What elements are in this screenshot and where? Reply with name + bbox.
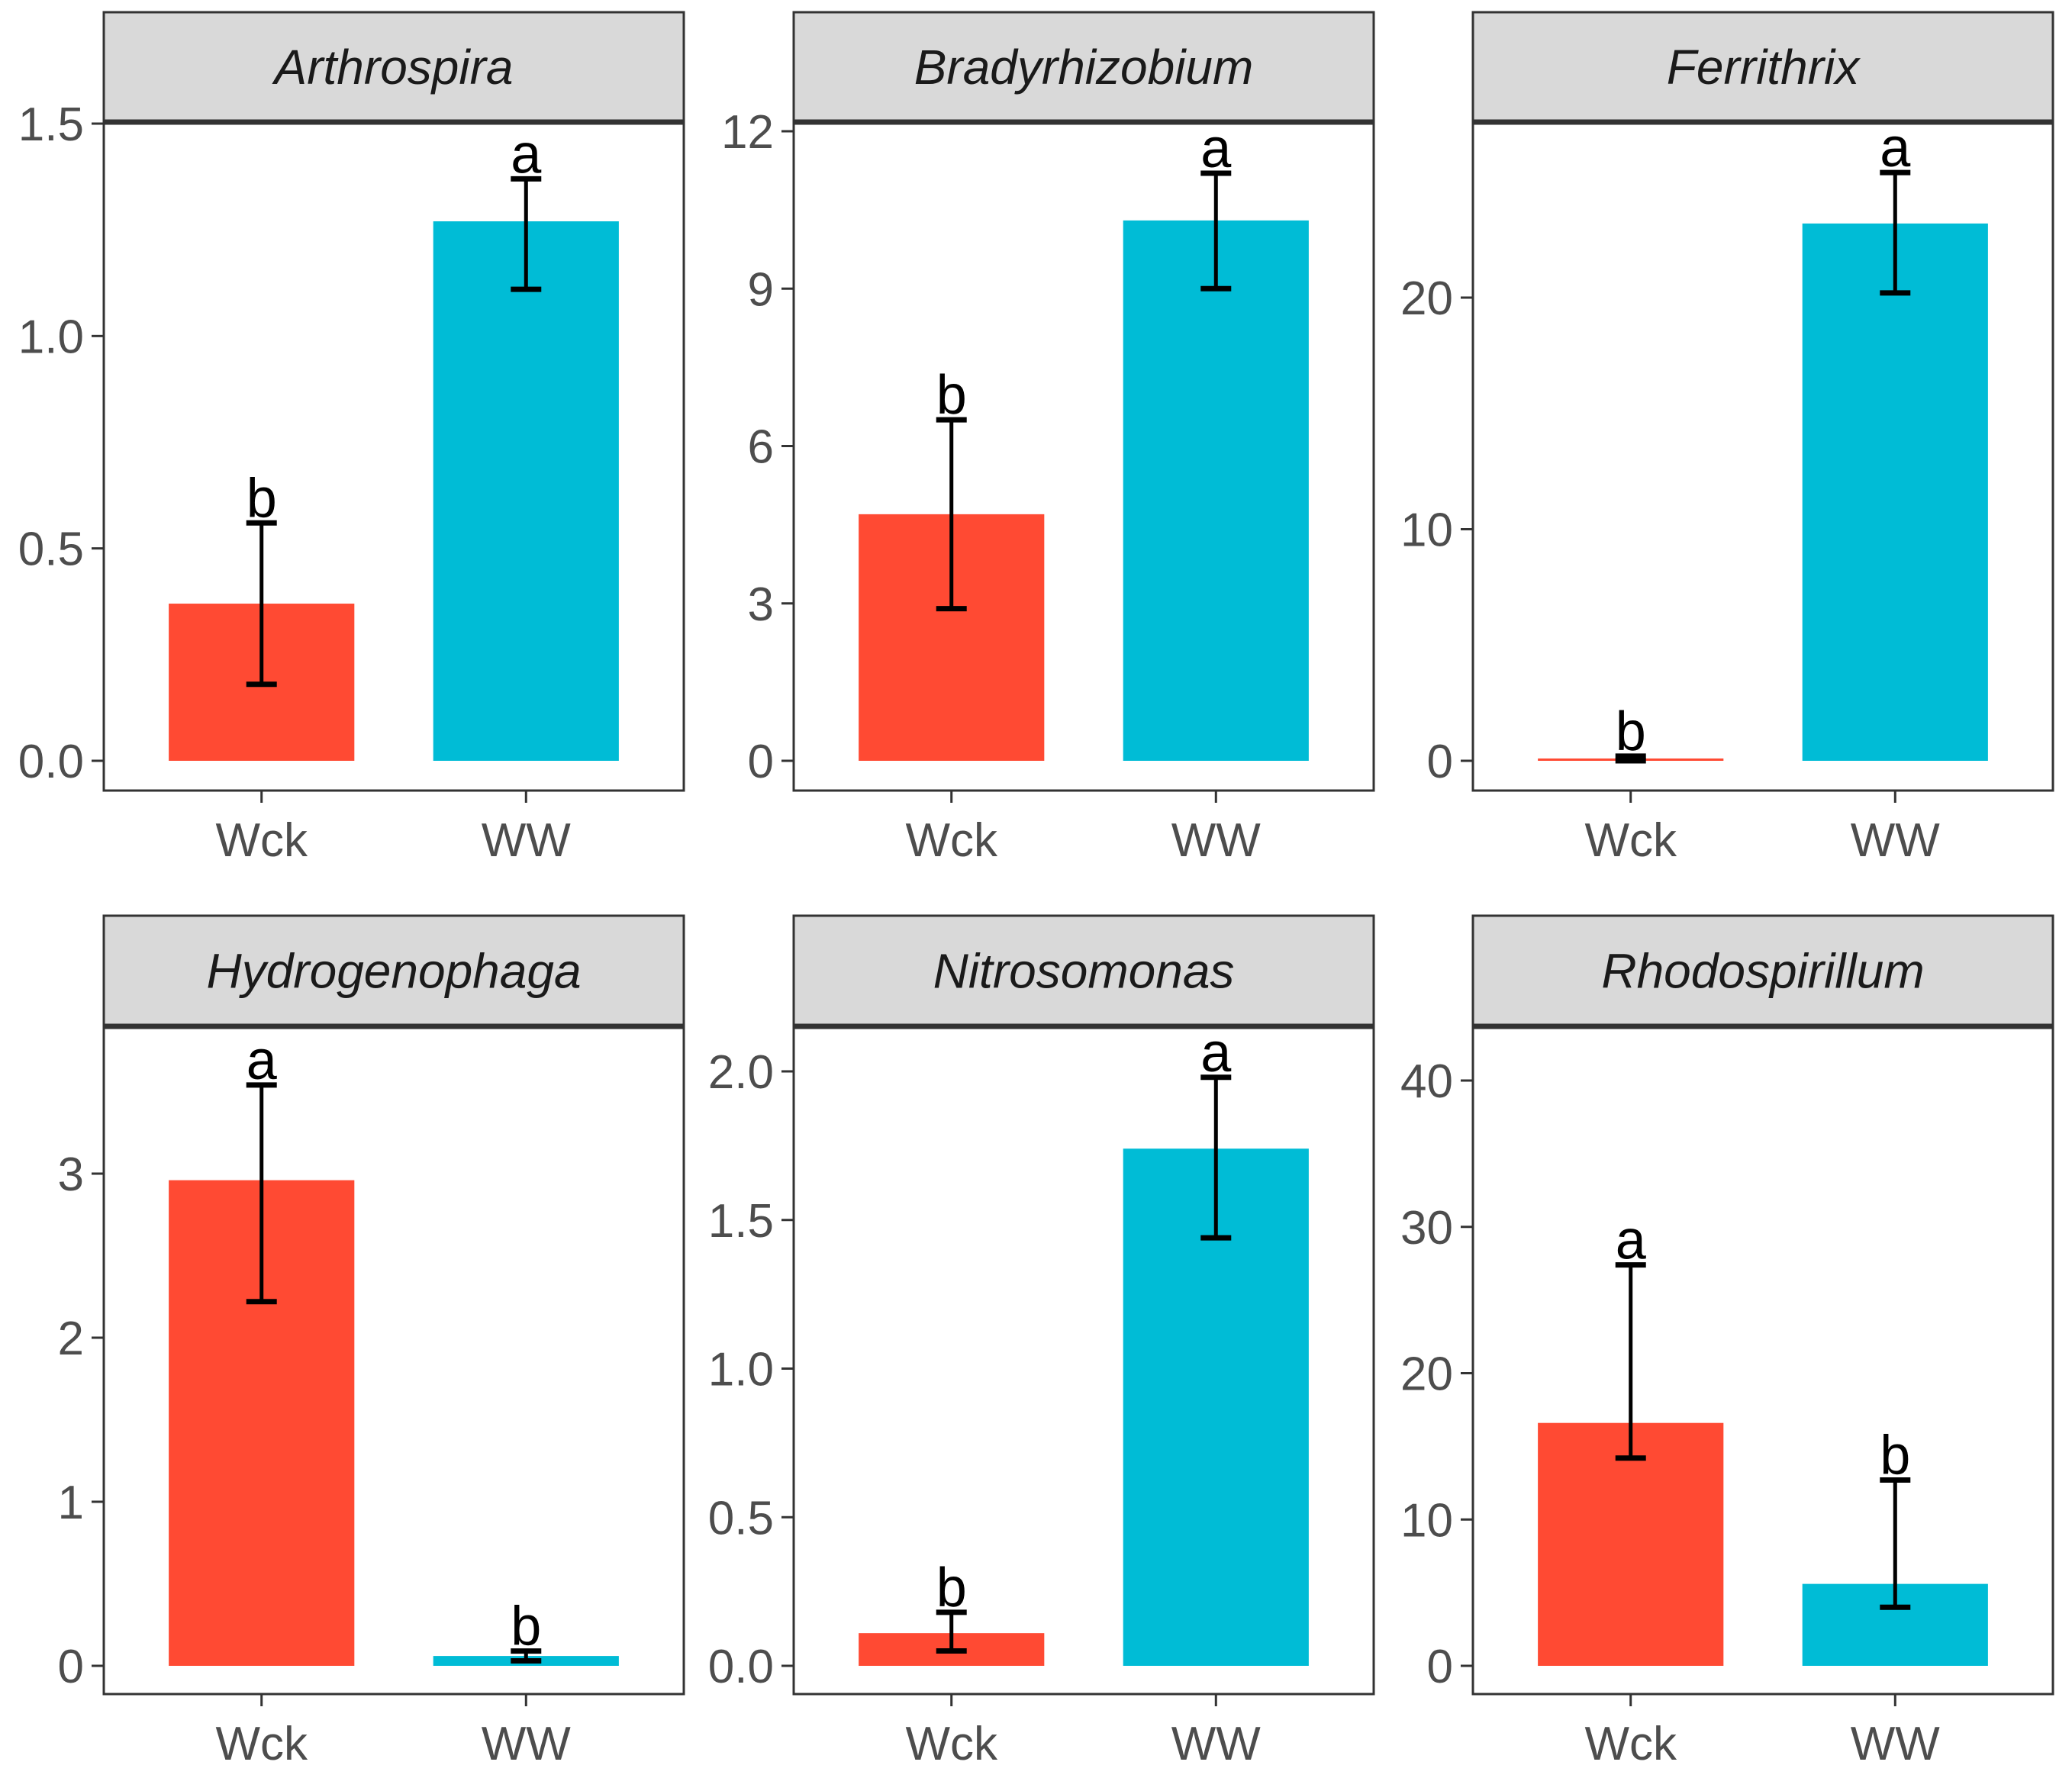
significance-label: b (511, 1596, 541, 1657)
y-tick-label: 12 (721, 106, 774, 159)
x-tick-label: WW (1851, 1718, 1941, 1770)
y-tick-label: 10 (1400, 1494, 1453, 1547)
y-tick-label: 2 (58, 1313, 84, 1365)
y-tick-label: 20 (1400, 1348, 1453, 1401)
x-tick-label: Wck (215, 814, 308, 867)
y-tick-label: 40 (1400, 1055, 1453, 1108)
significance-label: b (247, 468, 277, 529)
significance-label: a (1880, 118, 1911, 179)
panel-bradyrhizobium: Bradyrhizobium 0 3 6 9 12 b Wck a WW (721, 11, 1375, 867)
y-tick-label: 0 (1427, 1641, 1453, 1693)
significance-label: a (1616, 1210, 1647, 1271)
y-tick-label: 0.0 (708, 1641, 774, 1693)
y-tick-label: 20 (1400, 272, 1453, 325)
x-tick-label: WW (1171, 814, 1262, 867)
x-tick-label: WW (1171, 1718, 1262, 1770)
x-tick-label: Wck (905, 1718, 998, 1770)
panel-rhodospirillum: Rhodospirillum 0 10 20 30 40 a Wck b WW (1400, 914, 2054, 1770)
panel-hydrogenophaga: Hydrogenophaga 0 1 2 3 a Wck b WW (58, 914, 685, 1770)
facet-strip (102, 914, 685, 1028)
significance-label: a (511, 124, 542, 185)
y-tick-label: 0.0 (18, 736, 84, 788)
y-tick-label: 9 (748, 263, 774, 316)
y-tick-label: 0.5 (18, 523, 84, 576)
panel-arthrospira: Arthrospira 0.0 0.5 1.0 1.5 b Wck a WW (18, 11, 685, 867)
x-tick-label: Wck (1584, 1718, 1677, 1770)
significance-label: a (1200, 118, 1232, 179)
y-tick-label: 1.0 (18, 311, 84, 363)
y-tick-label: 1.0 (708, 1344, 774, 1396)
bar-wck (1538, 1422, 1724, 1666)
significance-label: b (936, 1557, 967, 1619)
y-tick-label: 0.5 (708, 1492, 774, 1544)
y-tick-label: 6 (748, 421, 774, 474)
facet-title: Nitrosomonas (933, 944, 1235, 999)
significance-label: b (1616, 701, 1646, 762)
x-tick-label: WW (1851, 814, 1941, 867)
y-tick-label: 30 (1400, 1202, 1453, 1255)
panel-ferrithrix: Ferrithrix 0 10 20 b Wck a WW (1400, 11, 2054, 867)
y-tick-label: 0 (1427, 736, 1453, 788)
panel-nitrosomonas: Nitrosomonas 0.0 0.5 1.0 1.5 2.0 b Wck a WW (708, 914, 1375, 1770)
facet-strip (1471, 914, 2054, 1028)
significance-label: a (1200, 1023, 1232, 1084)
facet-strip (792, 914, 1375, 1028)
y-tick-label: 2.0 (708, 1046, 774, 1099)
y-tick-label: 3 (58, 1148, 84, 1201)
facet-title: Ferrithrix (1667, 40, 1861, 95)
facet-strip (1471, 11, 2054, 124)
y-tick-label: 1.5 (708, 1195, 774, 1248)
y-tick-label: 10 (1400, 504, 1453, 557)
y-tick-label: 3 (748, 578, 774, 631)
y-tick-label: 0 (58, 1641, 84, 1693)
facet-title: Arthrospira (272, 40, 514, 95)
facet-strip (102, 11, 685, 124)
x-tick-label: Wck (1584, 814, 1677, 867)
facet-title: Rhodospirillum (1601, 944, 1924, 999)
significance-label: b (936, 365, 967, 426)
significance-label: b (1880, 1425, 1910, 1486)
facet-title: Bradyrhizobium (914, 40, 1254, 95)
bar-ww (1802, 223, 1988, 761)
y-tick-label: 1 (58, 1477, 84, 1529)
bar-ww (1123, 220, 1309, 761)
bar-ww (433, 221, 619, 761)
significance-label: a (247, 1030, 278, 1091)
y-tick-label: 0 (748, 736, 774, 788)
x-tick-label: WW (482, 814, 572, 867)
x-tick-label: WW (482, 1718, 572, 1770)
x-tick-label: Wck (905, 814, 998, 867)
x-tick-label: Wck (215, 1718, 308, 1770)
y-tick-label: 1.5 (18, 98, 84, 151)
facet-title: Hydrogenophaga (206, 944, 581, 999)
